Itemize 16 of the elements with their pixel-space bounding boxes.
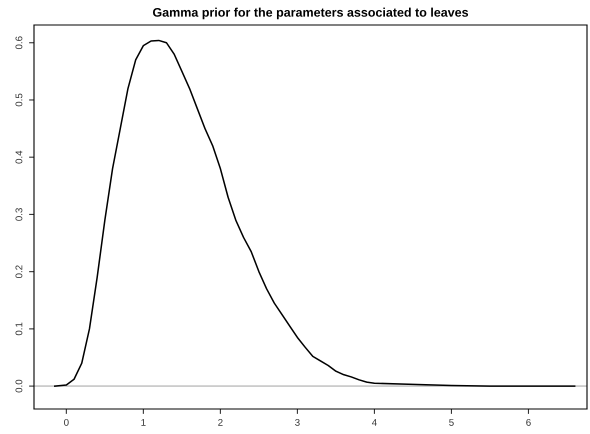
x-tick-label: 1 bbox=[141, 419, 146, 426]
x-tick-label: 2 bbox=[218, 418, 223, 426]
x-tick-label: 6 bbox=[526, 418, 531, 426]
y-tick-label: 0.2 bbox=[15, 265, 22, 278]
x-tick-label: 0 bbox=[64, 418, 69, 426]
y-tick-label: 0.5 bbox=[15, 94, 22, 106]
line-series bbox=[54, 40, 576, 387]
y-tick-label: 0.3 bbox=[15, 208, 22, 221]
y-tick-label: 0.1 bbox=[15, 322, 22, 336]
x-tick-label: 3 bbox=[295, 418, 300, 426]
y-tick-label: 0.6 bbox=[15, 36, 22, 50]
y-tick-label: 0.0 bbox=[15, 380, 22, 392]
x-tick-label: 5 bbox=[449, 419, 454, 426]
x-tick-label: 4 bbox=[372, 419, 377, 426]
chart-title: Gamma prior for the parameters associated to leaves bbox=[152, 8, 468, 20]
y-tick-label: 0.4 bbox=[15, 150, 22, 164]
